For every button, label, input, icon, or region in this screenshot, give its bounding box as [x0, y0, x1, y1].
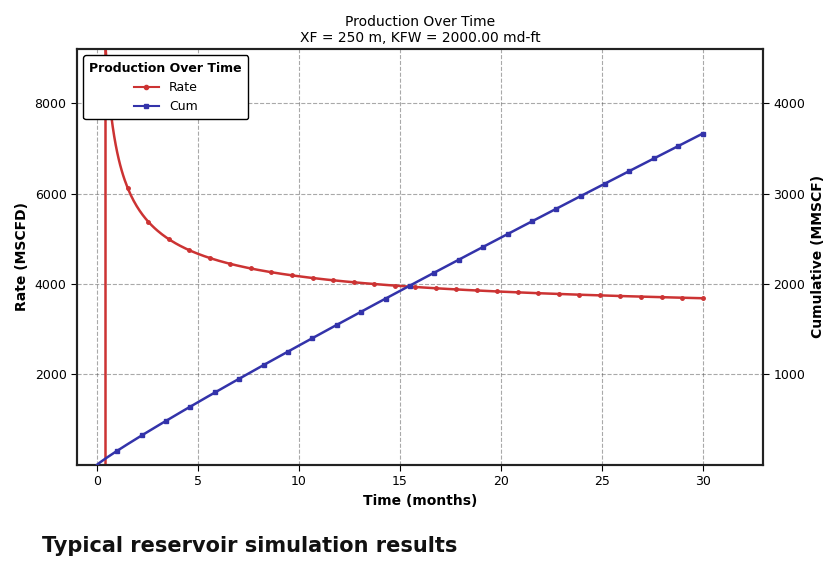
Text: Typical reservoir simulation results: Typical reservoir simulation results: [42, 536, 457, 556]
Y-axis label: Rate (MSCFD): Rate (MSCFD): [15, 202, 29, 311]
X-axis label: Time (months): Time (months): [363, 493, 477, 507]
Y-axis label: Cumulative (MMSCF): Cumulative (MMSCF): [811, 175, 825, 338]
Title: Production Over Time
XF = 250 m, KFW = 2000.00 md-ft: Production Over Time XF = 250 m, KFW = 2…: [300, 15, 540, 45]
Legend: Rate, Cum: Rate, Cum: [83, 56, 249, 119]
